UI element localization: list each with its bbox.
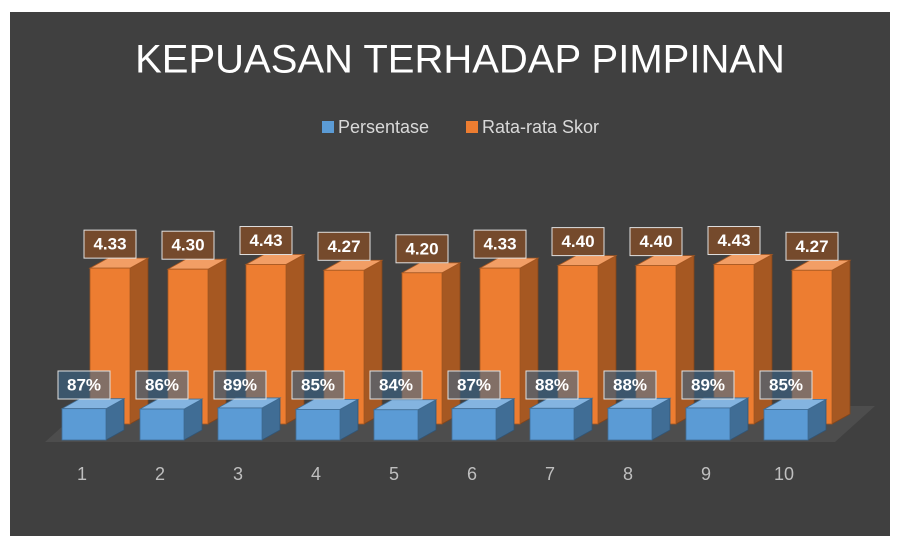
bar xyxy=(528,397,594,441)
data-label: 4.33 xyxy=(93,235,126,254)
data-label: 4.43 xyxy=(717,231,750,250)
legend-swatch xyxy=(466,121,478,133)
x-tick-label: 8 xyxy=(623,464,633,484)
data-label: 4.30 xyxy=(171,236,204,255)
data-label-box xyxy=(135,370,189,400)
data-label: 85% xyxy=(769,375,803,394)
bar xyxy=(762,398,828,441)
data-label-box xyxy=(291,370,345,400)
data-label-box xyxy=(239,226,293,256)
data-label: 85% xyxy=(301,375,335,394)
data-label-box xyxy=(369,370,423,400)
data-label: 89% xyxy=(223,375,257,394)
data-label: 87% xyxy=(67,375,101,394)
bar-front xyxy=(295,408,341,441)
data-label-box xyxy=(759,370,813,400)
data-label-box xyxy=(317,231,371,261)
data-label: 4.33 xyxy=(483,235,516,254)
data-label: 89% xyxy=(691,375,725,394)
data-label-box xyxy=(707,226,761,256)
bar-side xyxy=(441,262,461,425)
data-label: 88% xyxy=(535,375,569,394)
data-label-box xyxy=(395,234,449,264)
bar-front xyxy=(685,407,731,441)
bar xyxy=(60,398,126,441)
bar xyxy=(450,398,516,441)
bar xyxy=(294,398,360,441)
x-tick-label: 6 xyxy=(467,464,477,484)
data-label: 4.20 xyxy=(405,239,438,258)
bar-front xyxy=(61,408,107,441)
data-label-box xyxy=(57,370,111,400)
x-tick-label: 4 xyxy=(311,464,321,484)
x-tick-label: 1 xyxy=(77,464,87,484)
legend-swatch xyxy=(322,121,334,133)
bar-front xyxy=(373,409,419,441)
bar-front xyxy=(607,407,653,441)
data-label-box xyxy=(525,370,579,400)
x-tick-label: 7 xyxy=(545,464,555,484)
x-tick-label: 3 xyxy=(233,464,243,484)
data-label-box xyxy=(161,230,215,260)
data-label-box xyxy=(785,231,839,261)
data-label-box xyxy=(629,227,683,257)
data-label-box xyxy=(603,370,657,400)
bar-front xyxy=(763,408,809,441)
data-label-box xyxy=(83,229,137,259)
data-label: 86% xyxy=(145,375,179,394)
bar xyxy=(684,397,750,441)
legend-label: Persentase xyxy=(338,117,429,137)
data-label-box xyxy=(551,227,605,257)
data-label: 4.40 xyxy=(639,232,672,251)
bar xyxy=(606,397,672,441)
bar-front xyxy=(217,407,263,441)
bar xyxy=(216,397,282,441)
bar xyxy=(138,398,204,441)
bar-side xyxy=(831,259,851,425)
data-label: 87% xyxy=(457,375,491,394)
x-tick-label: 9 xyxy=(701,464,711,484)
chart-title: KEPUASAN TERHADAP PIMPINAN xyxy=(135,38,785,82)
x-tick-label: 10 xyxy=(774,464,794,484)
data-label: 4.27 xyxy=(795,237,828,256)
x-tick-label: 5 xyxy=(389,464,399,484)
data-label: 4.27 xyxy=(327,237,360,256)
bar xyxy=(372,399,438,441)
legend-label: Rata-rata Skor xyxy=(482,117,599,137)
x-tick-label: 2 xyxy=(155,464,165,484)
data-label: 88% xyxy=(613,375,647,394)
bar-front xyxy=(529,407,575,441)
bar-front xyxy=(139,408,185,441)
data-label: 84% xyxy=(379,375,413,394)
data-label-box xyxy=(681,370,735,400)
data-label-box xyxy=(213,370,267,400)
data-label: 4.43 xyxy=(249,231,282,250)
bar-front xyxy=(451,408,497,441)
data-label: 4.40 xyxy=(561,232,594,251)
data-label-box xyxy=(473,229,527,259)
data-label-box xyxy=(447,370,501,400)
